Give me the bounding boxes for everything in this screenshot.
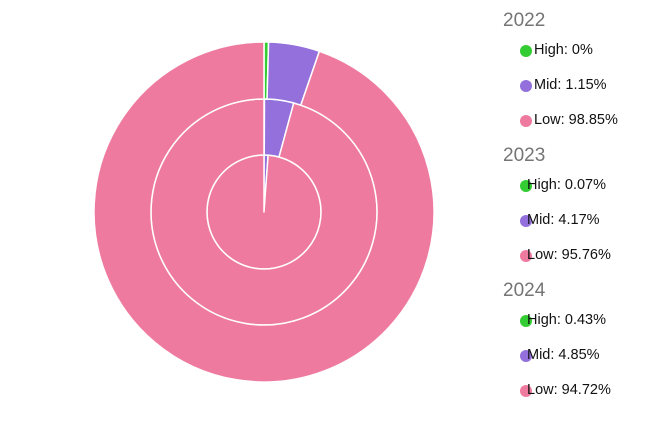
nested-donut-chart: [93, 41, 435, 383]
legend-label: Low: 95.76%: [527, 247, 611, 263]
legend-dot-high-icon: [520, 45, 532, 57]
legend-item-2024-high[interactable]: High: 0.43%: [502, 306, 662, 341]
legend-group-2022: 2022 High: 0% Mid: 1.15% Low: 98.85%: [502, 6, 662, 141]
legend-dot-high-icon: [520, 180, 532, 192]
legend-group-2023: 2023 High: 0.07% Mid: 4.17% Low: 95.76%: [502, 141, 662, 276]
legend-item-2024-mid[interactable]: Mid: 4.85%: [502, 341, 662, 376]
legend-dot-mid-icon: [520, 350, 532, 362]
legend-item-2023-mid[interactable]: Mid: 4.17%: [502, 206, 662, 241]
legend-dot-low-icon: [520, 385, 532, 397]
legend-item-2023-high[interactable]: High: 0.07%: [502, 171, 662, 206]
legend-year-2024: 2024: [503, 280, 546, 301]
legend-label: Low: 98.85%: [534, 112, 618, 128]
legend-dot-mid-icon: [520, 80, 532, 92]
legend-dot-mid-icon: [520, 215, 532, 227]
legend-item-2022-low[interactable]: Low: 98.85%: [502, 106, 662, 141]
legend-label: Mid: 4.17%: [527, 212, 600, 228]
legend-label: High: 0.43%: [527, 312, 606, 328]
legend-year-2022: 2022: [503, 10, 546, 31]
legend-item-2023-low[interactable]: Low: 95.76%: [502, 241, 662, 276]
legend-dot-low-icon: [520, 115, 532, 127]
slice-2024-low[interactable]: [93, 41, 435, 383]
legend-label: Mid: 4.85%: [527, 347, 600, 363]
legend-label: High: 0%: [534, 42, 593, 58]
legend-item-2022-mid[interactable]: Mid: 1.15%: [502, 71, 662, 106]
legend-item-2022-high[interactable]: High: 0%: [502, 36, 662, 71]
legend: 2022 High: 0% Mid: 1.15% Low: 98.85% 202…: [502, 6, 662, 411]
legend-item-2024-low[interactable]: Low: 94.72%: [502, 376, 662, 411]
legend-dot-high-icon: [520, 315, 532, 327]
legend-group-2024: 2024 High: 0.43% Mid: 4.85% Low: 94.72%: [502, 276, 662, 411]
legend-label: High: 0.07%: [527, 177, 606, 193]
legend-year-2023: 2023: [503, 145, 546, 166]
legend-dot-low-icon: [520, 250, 532, 262]
legend-label: Low: 94.72%: [527, 382, 611, 398]
legend-label: Mid: 1.15%: [534, 77, 607, 93]
